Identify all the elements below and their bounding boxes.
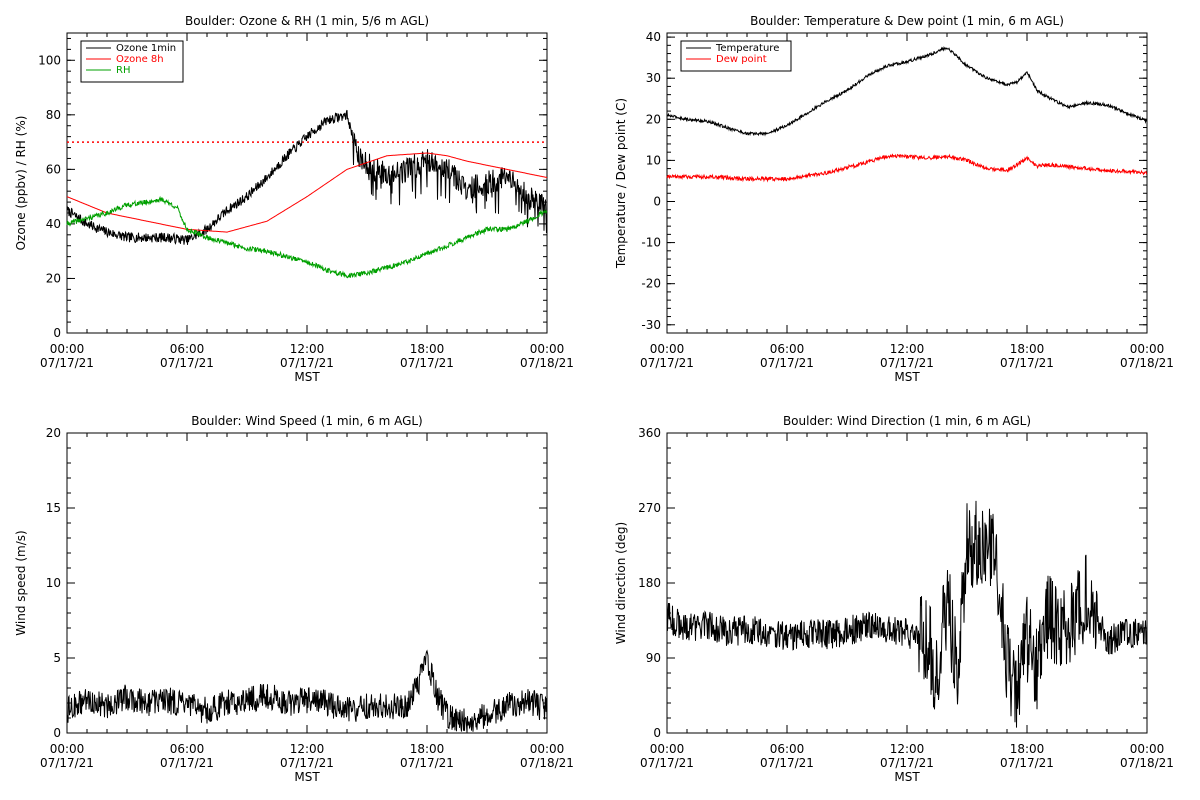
series-line-temperature — [666, 46, 1148, 137]
x-axis-label: MST — [894, 370, 920, 384]
y-tick-label: 90 — [646, 651, 661, 665]
y-tick-label: 20 — [46, 271, 61, 285]
y-tick-label: 360 — [638, 426, 661, 440]
y-tick-label: 15 — [46, 501, 61, 515]
x-tick-date: 07/17/21 — [400, 356, 454, 370]
series-line-ozone-1min — [66, 109, 548, 245]
y-tick-label: 0 — [53, 326, 61, 340]
plot-frame — [66, 432, 548, 734]
x-tick-time: 00:00 — [50, 742, 85, 756]
legend-label-ozone-1min: Ozone 1min — [116, 43, 176, 54]
y-tick-label: 80 — [46, 108, 61, 122]
y-tick-label: -20 — [641, 277, 661, 291]
x-tick-time: 00:00 — [650, 742, 685, 756]
x-tick-date: 07/17/21 — [880, 756, 934, 770]
legend-label-ozone-8h: Ozone 8h — [116, 54, 164, 65]
y-axis-label: Wind speed (m/s) — [14, 530, 28, 635]
panel-3: Boulder: Wind Speed (1 min, 6 m AGL) 0 5 10… — [14, 414, 574, 784]
x-tick-time: 00:00 — [1130, 342, 1165, 356]
x-tick-date: 07/17/21 — [1000, 756, 1054, 770]
y-tick-label: 0 — [653, 194, 661, 208]
y-tick-label: 30 — [646, 71, 661, 85]
y-tick-label: 60 — [46, 162, 61, 176]
x-tick-date: 07/17/21 — [400, 756, 454, 770]
panel-4: Boulder: Wind Direction (1 min, 6 m AGL)… — [614, 414, 1174, 784]
y-axis-label: Ozone (ppbv) / RH (%) — [14, 116, 28, 251]
x-tick-date: 07/18/21 — [1120, 756, 1174, 770]
y-tick-label: -10 — [641, 236, 661, 250]
y-tick-label: 270 — [638, 501, 661, 515]
x-axis-label: MST — [294, 370, 320, 384]
series-line-ozone-8h — [66, 152, 548, 233]
series-line-trace — [666, 500, 1148, 728]
x-tick-date: 07/17/21 — [40, 356, 94, 370]
x-tick-time: 06:00 — [170, 342, 205, 356]
x-tick-date: 07/17/21 — [160, 356, 214, 370]
x-tick-date: 07/17/21 — [760, 356, 814, 370]
legend-label-rh: RH — [116, 65, 130, 76]
x-tick-time: 06:00 — [170, 742, 205, 756]
legend-label-temperature: Temperature — [715, 43, 779, 54]
y-axis-label: Wind direction (deg) — [614, 522, 628, 644]
x-tick-time: 00:00 — [50, 342, 85, 356]
x-tick-time: 00:00 — [530, 342, 565, 356]
x-tick-time: 18:00 — [1010, 742, 1045, 756]
plot-frame — [666, 432, 1148, 734]
x-tick-date: 07/18/21 — [520, 356, 574, 370]
plot-frame — [666, 32, 1148, 334]
legend — [680, 40, 792, 72]
y-axis-label: Temperature / Dew point (C) — [614, 98, 628, 269]
x-axis-label: MST — [294, 770, 320, 784]
x-tick-date: 07/18/21 — [1120, 356, 1174, 370]
x-tick-time: 18:00 — [1010, 342, 1045, 356]
x-tick-time: 12:00 — [290, 742, 325, 756]
y-tick-label: -30 — [641, 318, 661, 332]
y-tick-label: 20 — [646, 112, 661, 126]
y-tick-label: 0 — [653, 726, 661, 740]
series-line-trace — [66, 649, 548, 733]
x-tick-date: 07/17/21 — [640, 356, 694, 370]
y-tick-label: 100 — [38, 53, 61, 67]
y-tick-label: 10 — [646, 153, 661, 167]
y-tick-label: 10 — [46, 576, 61, 590]
chart-title: Boulder: Temperature & Dew point (1 min,… — [750, 14, 1064, 28]
chart-title: Boulder: Wind Direction (1 min, 6 m AGL) — [783, 414, 1031, 428]
x-tick-time: 00:00 — [530, 742, 565, 756]
chart-title: Boulder: Ozone & RH (1 min, 5/6 m AGL) — [185, 14, 429, 28]
panel-1: Boulder: Ozone & RH (1 min, 5/6 m AGL) 0 2… — [14, 14, 574, 384]
x-tick-time: 00:00 — [1130, 742, 1165, 756]
x-axis-label: MST — [894, 770, 920, 784]
x-tick-date: 07/17/21 — [40, 756, 94, 770]
y-tick-label: 40 — [46, 217, 61, 231]
x-tick-time: 00:00 — [650, 342, 685, 356]
x-tick-date: 07/17/21 — [640, 756, 694, 770]
y-tick-label: 180 — [638, 576, 661, 590]
x-tick-date: 07/17/21 — [1000, 356, 1054, 370]
y-tick-label: 40 — [646, 30, 661, 44]
x-tick-date: 07/17/21 — [880, 356, 934, 370]
x-tick-date: 07/18/21 — [520, 756, 574, 770]
y-tick-label: 20 — [46, 426, 61, 440]
series-line-rh — [66, 195, 548, 279]
legend-label-dew-point: Dew point — [716, 54, 767, 65]
x-tick-time: 18:00 — [410, 742, 445, 756]
series-line-dew-point — [666, 153, 1148, 183]
y-tick-label: 0 — [53, 726, 61, 740]
x-tick-date: 07/17/21 — [760, 756, 814, 770]
y-tick-label: 5 — [53, 651, 61, 665]
x-tick-time: 12:00 — [890, 342, 925, 356]
x-tick-date: 07/17/21 — [160, 756, 214, 770]
x-tick-time: 18:00 — [410, 342, 445, 356]
x-tick-date: 07/17/21 — [280, 756, 334, 770]
x-tick-time: 06:00 — [770, 342, 805, 356]
x-tick-time: 12:00 — [290, 342, 325, 356]
x-tick-date: 07/17/21 — [280, 356, 334, 370]
chart-title: Boulder: Wind Speed (1 min, 6 m AGL) — [191, 414, 423, 428]
x-tick-time: 06:00 — [770, 742, 805, 756]
x-tick-time: 12:00 — [890, 742, 925, 756]
panel-2: Boulder: Temperature & Dew point (1 min,… — [614, 14, 1174, 384]
